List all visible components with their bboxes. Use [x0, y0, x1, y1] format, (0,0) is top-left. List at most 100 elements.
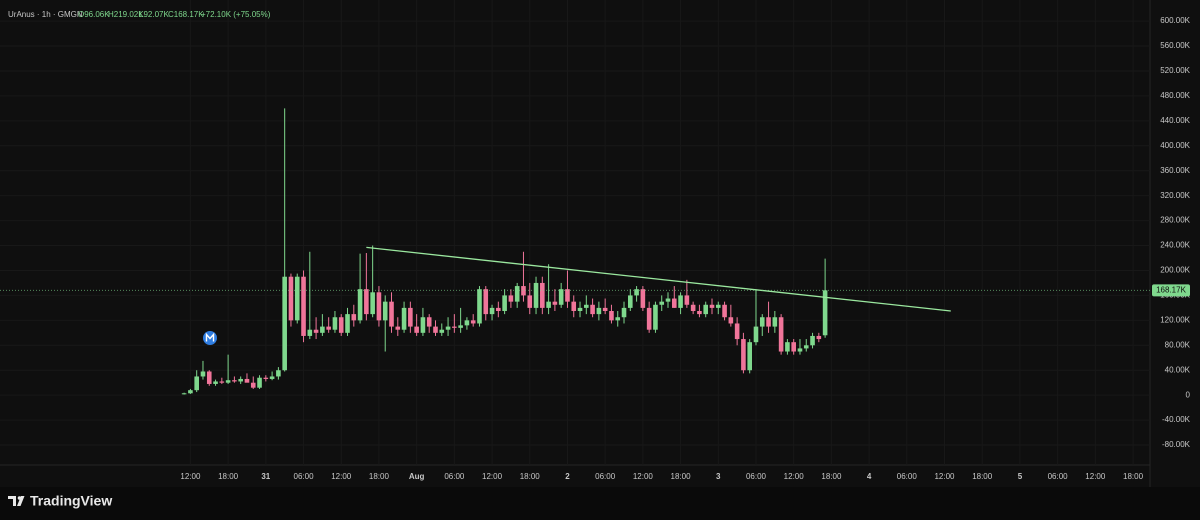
symbol: UrAnus · 1h · GMGN — [8, 10, 83, 19]
candle-body — [753, 326, 759, 343]
x-tick-label: 12:00 — [633, 472, 654, 481]
x-tick-label: 12:00 — [180, 472, 201, 481]
candle-body — [307, 329, 313, 336]
candle — [401, 301, 407, 333]
candle — [332, 311, 338, 333]
x-tick-label: 18:00 — [520, 472, 541, 481]
candle — [659, 295, 665, 312]
candle-body — [263, 377, 269, 379]
candle-body — [502, 295, 507, 312]
candle — [420, 307, 426, 336]
candle-body — [621, 307, 627, 318]
candle — [810, 332, 815, 349]
candle-body — [282, 276, 287, 371]
candle — [408, 301, 413, 333]
candle-body — [678, 295, 683, 308]
ohlc-high: H219.02K — [108, 10, 144, 19]
candle-body — [590, 304, 595, 315]
candle — [671, 286, 677, 308]
candle-body — [426, 317, 432, 327]
candle-body — [703, 304, 709, 315]
candle — [678, 292, 683, 315]
x-tick-label: 2 — [565, 472, 570, 481]
candle-body — [395, 326, 401, 330]
ohlc-change: +72.10K (+75.05%) — [201, 10, 271, 19]
x-tick-label: 12:00 — [934, 472, 955, 481]
candle-body — [213, 381, 218, 384]
candle-body — [715, 304, 721, 308]
candle-body — [659, 301, 665, 305]
ohlc-low: L92.07K — [139, 10, 169, 19]
candle-body — [433, 326, 438, 333]
y-tick-label: 80.00K — [1165, 340, 1191, 349]
candle — [590, 298, 595, 318]
candle — [697, 304, 702, 318]
candle — [445, 317, 451, 336]
candle-body — [288, 276, 294, 321]
candle-body — [269, 376, 275, 379]
candle-body — [602, 307, 608, 312]
y-tick-label: 400.00K — [1160, 141, 1190, 150]
candle-body — [759, 317, 765, 327]
candle — [747, 339, 752, 374]
candle — [584, 295, 589, 315]
candle-body — [376, 292, 382, 321]
candle-body — [653, 304, 658, 330]
candle — [364, 253, 369, 321]
candle — [791, 339, 796, 355]
candle — [690, 301, 696, 315]
candle — [653, 301, 658, 333]
candle — [766, 301, 771, 333]
candle — [219, 377, 225, 384]
candle-body — [232, 380, 237, 382]
candle — [426, 314, 432, 333]
x-tick-label: 18:00 — [671, 472, 692, 481]
candle-body — [320, 326, 325, 333]
candle — [640, 286, 646, 312]
candle-body — [558, 289, 564, 305]
candle — [188, 388, 193, 394]
candle-body — [313, 329, 319, 333]
candle — [734, 317, 740, 346]
x-tick-label: 31 — [261, 472, 270, 481]
x-tick-label: 12:00 — [482, 472, 503, 481]
y-tick-label: 240.00K — [1160, 241, 1190, 250]
candle-body — [577, 307, 583, 312]
candle — [602, 298, 608, 315]
candle — [320, 314, 325, 336]
candle — [521, 251, 526, 302]
candle — [376, 286, 382, 327]
candle-body — [464, 320, 470, 326]
candle-body — [646, 307, 652, 330]
tv-logo[interactable]: TradingView — [8, 493, 112, 509]
candle — [621, 301, 627, 324]
candle — [345, 307, 350, 336]
candle-body — [722, 304, 727, 318]
y-tick-label: 600.00K — [1160, 16, 1190, 25]
y-tick-label: -40.00K — [1162, 415, 1191, 424]
x-tick-label: 06:00 — [746, 472, 767, 481]
x-tick-label: 06:00 — [294, 472, 315, 481]
candle-body — [734, 323, 740, 340]
candle — [785, 339, 790, 355]
candle-body — [628, 295, 633, 308]
candle-body — [772, 317, 778, 327]
candle-body — [552, 301, 558, 305]
candle-body — [609, 311, 614, 321]
candle — [307, 251, 313, 340]
candle — [703, 301, 709, 318]
candle — [458, 307, 463, 333]
x-tick-label: 06:00 — [595, 472, 616, 481]
candle-body — [540, 282, 545, 308]
candle — [508, 289, 514, 308]
trendline — [366, 246, 951, 312]
candle — [822, 258, 828, 338]
candle — [200, 360, 206, 380]
x-tick-label: 18:00 — [369, 472, 390, 481]
candle-body — [514, 286, 520, 302]
y-tick-label: 320.00K — [1160, 191, 1190, 200]
candle-body — [338, 317, 344, 333]
candle — [527, 282, 533, 315]
candle-body — [382, 301, 388, 321]
